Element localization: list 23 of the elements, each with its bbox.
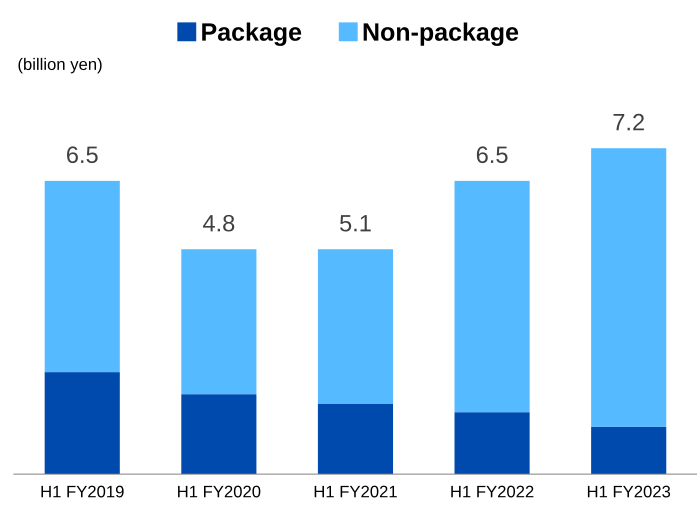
annotation: 7.2 xyxy=(613,114,644,130)
bar xyxy=(318,249,394,404)
annotation: 4.8 xyxy=(202,214,234,232)
bar xyxy=(44,372,120,474)
legend-label: Package xyxy=(202,22,302,46)
annotation: 5.1 xyxy=(340,215,371,232)
bar xyxy=(591,148,666,427)
bar xyxy=(454,180,530,412)
annotation: 6.5 xyxy=(67,146,98,164)
annotation: 6.5 xyxy=(476,146,508,164)
bar xyxy=(318,404,394,474)
x-tick-label: H1 FY2019 xyxy=(41,486,124,498)
bar xyxy=(181,394,256,474)
bar xyxy=(44,180,120,372)
x-tick-label: H1 FY2020 xyxy=(178,486,260,498)
x-tick-label: H1 FY2021 xyxy=(314,486,397,498)
x-tick-label: H1 FY2023 xyxy=(588,486,670,498)
text: (billion yen) xyxy=(18,58,102,74)
bar xyxy=(591,426,666,474)
legend-label: Non-package xyxy=(364,22,518,46)
bar xyxy=(181,249,256,394)
x-tick-label: H1 FY2022 xyxy=(451,486,534,498)
bar xyxy=(454,412,530,474)
